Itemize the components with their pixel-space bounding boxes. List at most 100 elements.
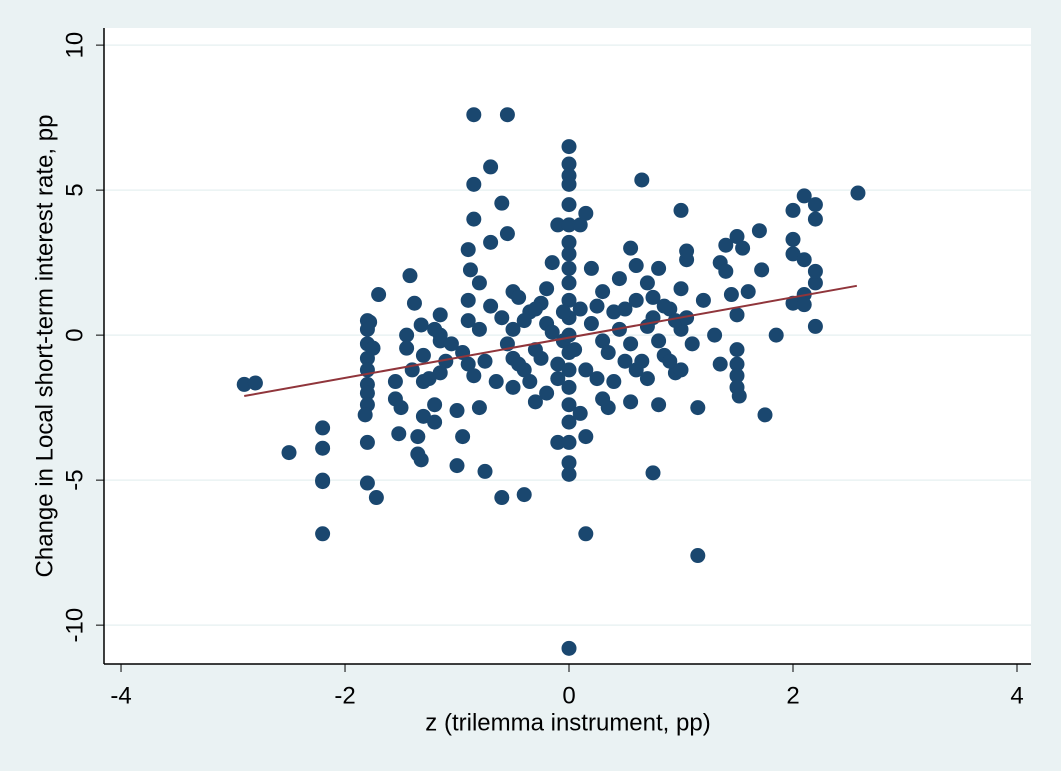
x-tick-label: 0: [562, 682, 575, 709]
point: [639, 371, 655, 387]
point: [359, 475, 375, 491]
point: [662, 353, 678, 369]
x-axis-label: z (trilemma instrument, pp): [425, 709, 710, 736]
point: [371, 287, 387, 303]
point: [731, 388, 747, 404]
point: [561, 275, 577, 291]
point: [807, 275, 823, 291]
point: [471, 275, 487, 291]
point: [785, 295, 801, 311]
point: [494, 195, 510, 211]
point: [477, 353, 493, 369]
point: [544, 255, 560, 271]
point: [387, 374, 403, 390]
point: [561, 156, 577, 172]
point: [561, 139, 577, 155]
point: [236, 376, 252, 392]
point: [690, 548, 706, 564]
point: [690, 400, 706, 416]
point: [611, 271, 627, 287]
point: [427, 321, 443, 337]
point: [466, 176, 482, 192]
point: [807, 263, 823, 279]
point: [399, 327, 415, 343]
point: [511, 289, 527, 305]
point: [785, 231, 801, 247]
point: [466, 211, 482, 227]
point: [365, 340, 381, 356]
point: [550, 217, 566, 233]
point: [740, 284, 756, 300]
x-tick-label: -4: [110, 682, 131, 709]
point: [561, 379, 577, 395]
point: [796, 188, 812, 204]
point: [483, 234, 499, 250]
point: [499, 107, 515, 123]
point: [768, 327, 784, 343]
x-tick-label: -2: [334, 682, 355, 709]
point: [561, 640, 577, 656]
point: [707, 327, 723, 343]
point: [516, 313, 532, 329]
point: [645, 289, 661, 305]
point: [561, 414, 577, 430]
point: [796, 252, 812, 268]
point: [735, 240, 751, 256]
point: [729, 229, 745, 245]
point: [315, 440, 331, 456]
point: [393, 400, 409, 416]
point: [561, 292, 577, 308]
point: [623, 240, 639, 256]
point: [729, 342, 745, 358]
point: [516, 487, 532, 503]
point: [315, 526, 331, 542]
point: [315, 420, 331, 436]
point: [443, 336, 459, 352]
point: [807, 211, 823, 227]
point: [432, 307, 448, 323]
point: [561, 397, 577, 413]
point: [247, 375, 263, 391]
y-tick-label: 10: [61, 32, 88, 59]
point: [561, 234, 577, 250]
point: [399, 340, 415, 356]
point: [505, 379, 521, 395]
point: [561, 246, 577, 262]
point: [511, 356, 527, 372]
point: [578, 526, 594, 542]
point: [673, 281, 689, 297]
point: [561, 260, 577, 276]
point: [427, 414, 443, 430]
point: [539, 281, 555, 297]
point: [850, 185, 866, 201]
point: [544, 324, 560, 340]
point: [561, 466, 577, 482]
point: [684, 336, 700, 352]
point: [679, 243, 695, 259]
point: [421, 371, 437, 387]
point: [505, 321, 521, 337]
point: [578, 362, 594, 378]
point: [572, 405, 588, 421]
y-tick-label: 5: [61, 183, 88, 196]
point: [567, 342, 583, 358]
point: [754, 262, 770, 278]
point: [494, 490, 510, 506]
point: [368, 490, 384, 506]
point: [651, 397, 667, 413]
point: [583, 260, 599, 276]
point: [673, 202, 689, 218]
point: [415, 408, 431, 424]
point: [460, 356, 476, 372]
point: [550, 371, 566, 387]
point: [522, 374, 538, 390]
point: [483, 159, 499, 175]
point: [718, 263, 734, 279]
y-tick-label: -10: [61, 608, 88, 643]
point: [415, 347, 431, 363]
point: [432, 365, 448, 381]
point: [807, 197, 823, 213]
point: [315, 474, 331, 490]
x-tick-label: 4: [1010, 682, 1023, 709]
